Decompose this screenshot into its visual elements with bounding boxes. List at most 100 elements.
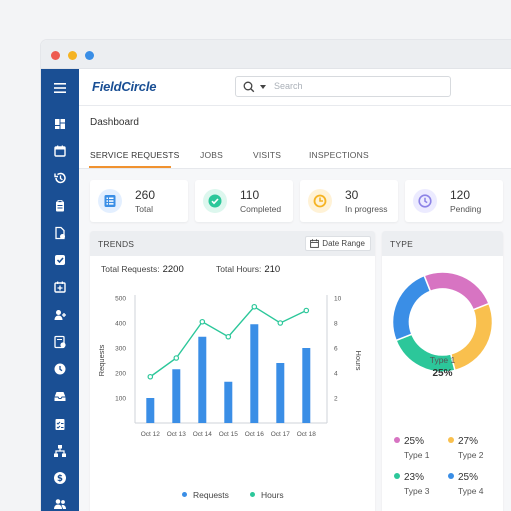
legend-requests: Requests	[182, 490, 229, 500]
trends-panel: TRENDS Date Range Total Requests: 2200 To…	[90, 231, 375, 511]
total-requests-value: 2200	[162, 264, 184, 275]
donut-slice	[423, 271, 490, 311]
y-right-tick-label: 10	[334, 296, 342, 303]
top-bar: FieldCircle Search	[79, 69, 511, 106]
window-close-dot[interactable]	[51, 51, 60, 60]
stat-label: Completed	[240, 204, 282, 214]
total-hours-value: 210	[264, 264, 281, 275]
calendar-icon[interactable]	[53, 144, 67, 158]
dashboard-icon[interactable]	[53, 117, 67, 131]
y-tick-label: 300	[115, 346, 126, 353]
search-placeholder: Search	[274, 81, 303, 91]
stat-value: 110	[240, 188, 260, 202]
trends-title: TRENDS	[98, 239, 135, 249]
stat-label: Pending	[450, 204, 482, 214]
point-hours	[173, 355, 180, 361]
clock-icon[interactable]	[53, 362, 67, 376]
total-hours: Total Hours: 210	[216, 264, 281, 275]
breadcrumb-bar: Dashboard	[79, 106, 511, 140]
list-icon	[104, 195, 116, 207]
window-titlebar	[41, 40, 511, 69]
point-hours	[147, 373, 154, 380]
tab-visits[interactable]: VISITS	[253, 150, 282, 160]
app-logo[interactable]: FieldCircle	[92, 79, 157, 94]
stat-value: 30	[345, 188, 359, 202]
bar-requests	[224, 381, 233, 423]
type-donut-chart	[391, 271, 494, 373]
tab-inspections[interactable]: INSPECTIONS	[309, 150, 369, 160]
stat-value: 120	[450, 188, 471, 202]
donut-center-value: 25%	[432, 368, 453, 379]
stat-card-completed[interactable]: 110 Completed	[195, 180, 293, 222]
dollar-icon[interactable]: $	[53, 471, 67, 485]
checklist-icon[interactable]	[53, 417, 67, 431]
active-tab-indicator	[89, 166, 171, 168]
bar-requests	[198, 336, 207, 423]
point-hours	[199, 318, 206, 325]
bar-requests	[276, 363, 285, 423]
search-input[interactable]: Search	[235, 76, 451, 97]
donut-slice	[395, 333, 456, 373]
stat-card-total[interactable]: 260 Total	[90, 180, 188, 222]
legend-hours: Hours	[250, 490, 284, 500]
bar-requests	[250, 324, 259, 423]
menu-icon[interactable]	[53, 81, 67, 95]
sidebar: $	[41, 69, 79, 511]
report-icon[interactable]	[53, 335, 67, 349]
inbox-icon[interactable]	[53, 389, 67, 403]
y-axis-title: Requests	[97, 344, 106, 376]
progress-icon	[313, 194, 327, 208]
x-tick-label: Oct 14	[193, 431, 213, 438]
point-hours	[277, 320, 284, 326]
clipboard-icon[interactable]	[53, 199, 67, 213]
y-right-tick-label: 2	[334, 396, 338, 403]
document-settings-icon[interactable]	[53, 226, 67, 240]
svg-text:$: $	[57, 474, 63, 484]
x-tick-label: Oct 18	[297, 431, 317, 438]
type-panel: TYPE Type 1 25% 25% Type 1 27% Type 2 23…	[382, 231, 503, 511]
x-tick-label: Oct 16	[245, 431, 265, 438]
y-tick-label: 100	[115, 396, 126, 403]
users-icon[interactable]	[53, 497, 67, 511]
user-assign-icon[interactable]	[53, 308, 67, 322]
legend-type-4: 25% Type 4	[448, 472, 484, 496]
y-tick-label: 500	[115, 296, 126, 303]
date-range-label: Date Range	[322, 239, 365, 248]
point-hours	[303, 307, 310, 314]
point-hours	[251, 303, 258, 310]
tab-jobs[interactable]: JOBS	[200, 150, 224, 160]
legend-type-3: 23% Type 3	[394, 472, 430, 496]
chevron-down-icon[interactable]	[260, 85, 266, 89]
bar-requests	[172, 369, 181, 423]
stat-value: 260	[135, 188, 156, 202]
clock-icon	[418, 194, 432, 208]
tab-bar: SERVICE REQUESTS JOBS VISITS INSPECTIONS	[79, 140, 511, 169]
y-right-tick-label: 6	[334, 346, 338, 353]
legend-type-2: 27% Type 2	[448, 436, 484, 460]
legend-type-1: 25% Type 1	[394, 436, 430, 460]
calendar-plus-icon[interactable]	[53, 280, 67, 294]
x-tick-label: Oct 13	[167, 431, 187, 438]
check-circle-icon	[208, 194, 222, 208]
history-icon[interactable]	[53, 171, 67, 185]
trends-chart: 100 200 300 400 500 2 4 6 8 10 Requests Hours Oct 12…	[97, 295, 363, 438]
date-range-button[interactable]: Date Range	[305, 236, 371, 251]
hierarchy-icon[interactable]	[53, 444, 67, 458]
y-right-tick-label: 4	[334, 371, 338, 378]
donut-slice	[391, 274, 432, 342]
x-tick-label: Oct 15	[219, 431, 239, 438]
page-title: Dashboard	[90, 117, 139, 128]
checkbox-icon[interactable]	[53, 253, 67, 267]
stat-card-in-progress[interactable]: 30 In progress	[300, 180, 398, 222]
point-hours	[225, 333, 232, 340]
stat-card-pending[interactable]: 120 Pending	[405, 180, 503, 222]
donut-center-label: Type 1	[429, 355, 456, 365]
tab-service-requests[interactable]: SERVICE REQUESTS	[90, 150, 180, 160]
window-minimize-dot[interactable]	[68, 51, 77, 60]
type-title: TYPE	[390, 239, 414, 249]
x-tick-label: Oct 17	[271, 431, 291, 438]
bar-requests	[146, 398, 155, 423]
window-maximize-dot[interactable]	[85, 51, 94, 60]
x-tick-label: Oct 12	[141, 431, 161, 438]
y-tick-label: 200	[115, 371, 126, 378]
